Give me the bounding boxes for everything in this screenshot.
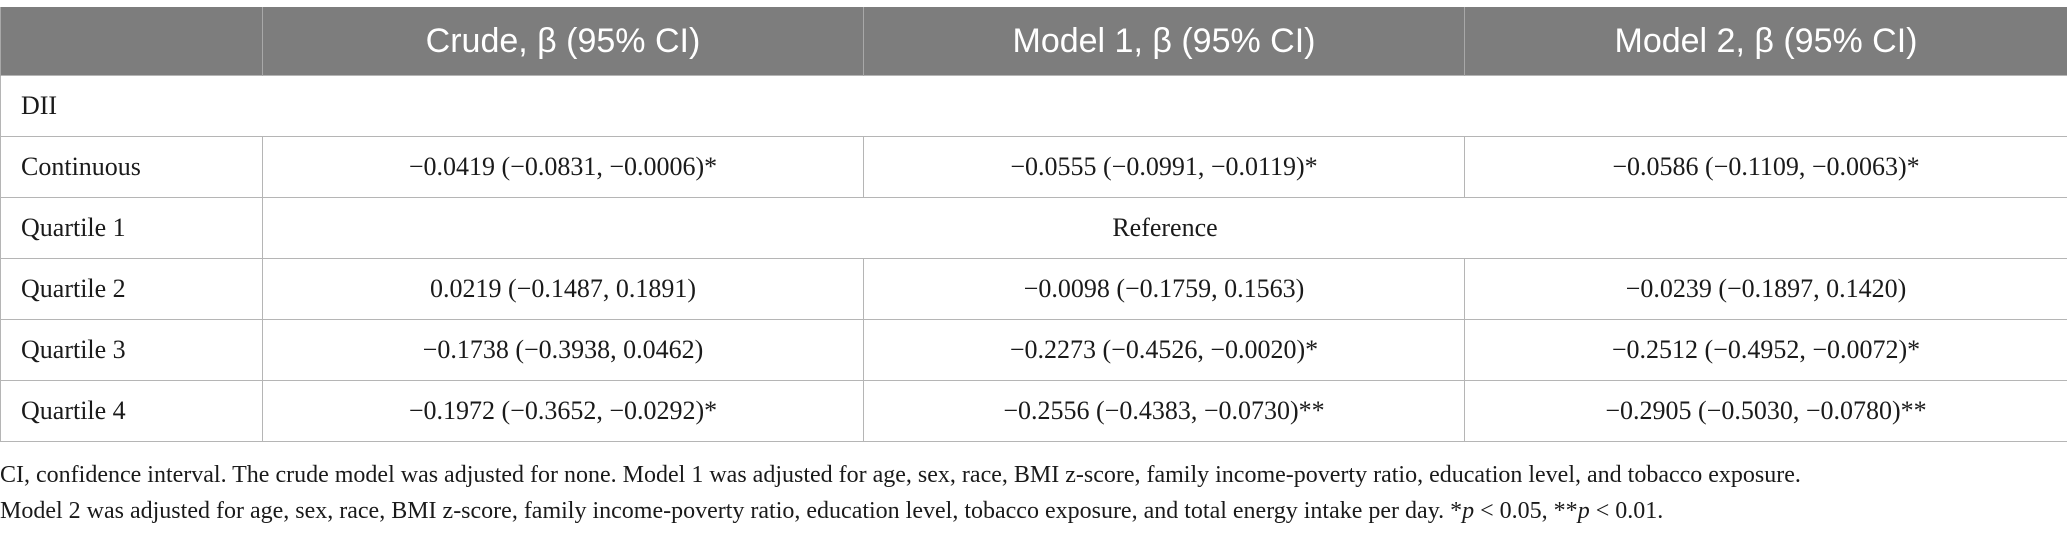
cell-model2: −0.0239 (−0.1897, 0.1420) — [1464, 258, 2067, 320]
cell-crude: 0.0219 (−0.1487, 0.1891) — [262, 258, 864, 320]
header-cell-model2: Model 2, β (95% CI) — [1464, 7, 2067, 76]
cell-model1: −0.2556 (−0.4383, −0.0730)** — [863, 380, 1465, 442]
table-row: Quartile 1 Reference — [0, 197, 2067, 259]
cell-model2: −0.2905 (−0.5030, −0.0780)** — [1464, 380, 2067, 442]
row-label: Quartile 2 — [0, 258, 263, 320]
results-table: Crude, β (95% CI) Model 1, β (95% CI) Mo… — [0, 7, 2067, 442]
row-label: Quartile 3 — [0, 319, 263, 381]
section-label-dii: DII — [0, 75, 2067, 137]
table-footnote: CI, confidence interval. The crude model… — [0, 457, 2060, 529]
p-symbol: p — [1462, 498, 1475, 524]
row-label: Continuous — [0, 136, 263, 198]
cell-crude: −0.0419 (−0.0831, −0.0006)* — [262, 136, 864, 198]
cell-model2: −0.2512 (−0.4952, −0.0072)* — [1464, 319, 2067, 381]
table-row: Continuous −0.0419 (−0.0831, −0.0006)* −… — [0, 136, 2067, 198]
p-threshold-1: < 0.05, ** — [1474, 498, 1578, 524]
footnote-line-1: CI, confidence interval. The crude model… — [0, 462, 1801, 488]
table-header-row: Crude, β (95% CI) Model 1, β (95% CI) Mo… — [0, 7, 2067, 76]
table-row: Quartile 2 0.0219 (−0.1487, 0.1891) −0.0… — [0, 258, 2067, 320]
footnote-line-2-text: Model 2 was adjusted for age, sex, race,… — [0, 498, 1463, 524]
table-row: Quartile 4 −0.1972 (−0.3652, −0.0292)* −… — [0, 380, 2067, 442]
cell-crude: −0.1972 (−0.3652, −0.0292)* — [262, 380, 864, 442]
cell-model1: −0.2273 (−0.4526, −0.0020)* — [863, 319, 1465, 381]
table-row: Quartile 3 −0.1738 (−0.3938, 0.0462) −0.… — [0, 319, 2067, 381]
row-label: Quartile 1 — [0, 197, 263, 259]
cell-reference: Reference — [262, 197, 2067, 259]
cell-model1: −0.0555 (−0.0991, −0.0119)* — [863, 136, 1465, 198]
cell-crude: −0.1738 (−0.3938, 0.0462) — [262, 319, 864, 381]
header-cell-empty — [0, 7, 263, 76]
p-threshold-2: < 0.01. — [1589, 498, 1664, 524]
cell-model2: −0.0586 (−0.1109, −0.0063)* — [1464, 136, 2067, 198]
cell-model1: −0.0098 (−0.1759, 0.1563) — [863, 258, 1465, 320]
row-label: Quartile 4 — [0, 380, 263, 442]
header-cell-crude: Crude, β (95% CI) — [262, 7, 864, 76]
footnote-line-2: Model 2 was adjusted for age, sex, race,… — [0, 493, 2060, 529]
table-row-section: DII — [0, 75, 2067, 137]
header-cell-model1: Model 1, β (95% CI) — [863, 7, 1465, 76]
p-symbol: p — [1577, 498, 1590, 524]
